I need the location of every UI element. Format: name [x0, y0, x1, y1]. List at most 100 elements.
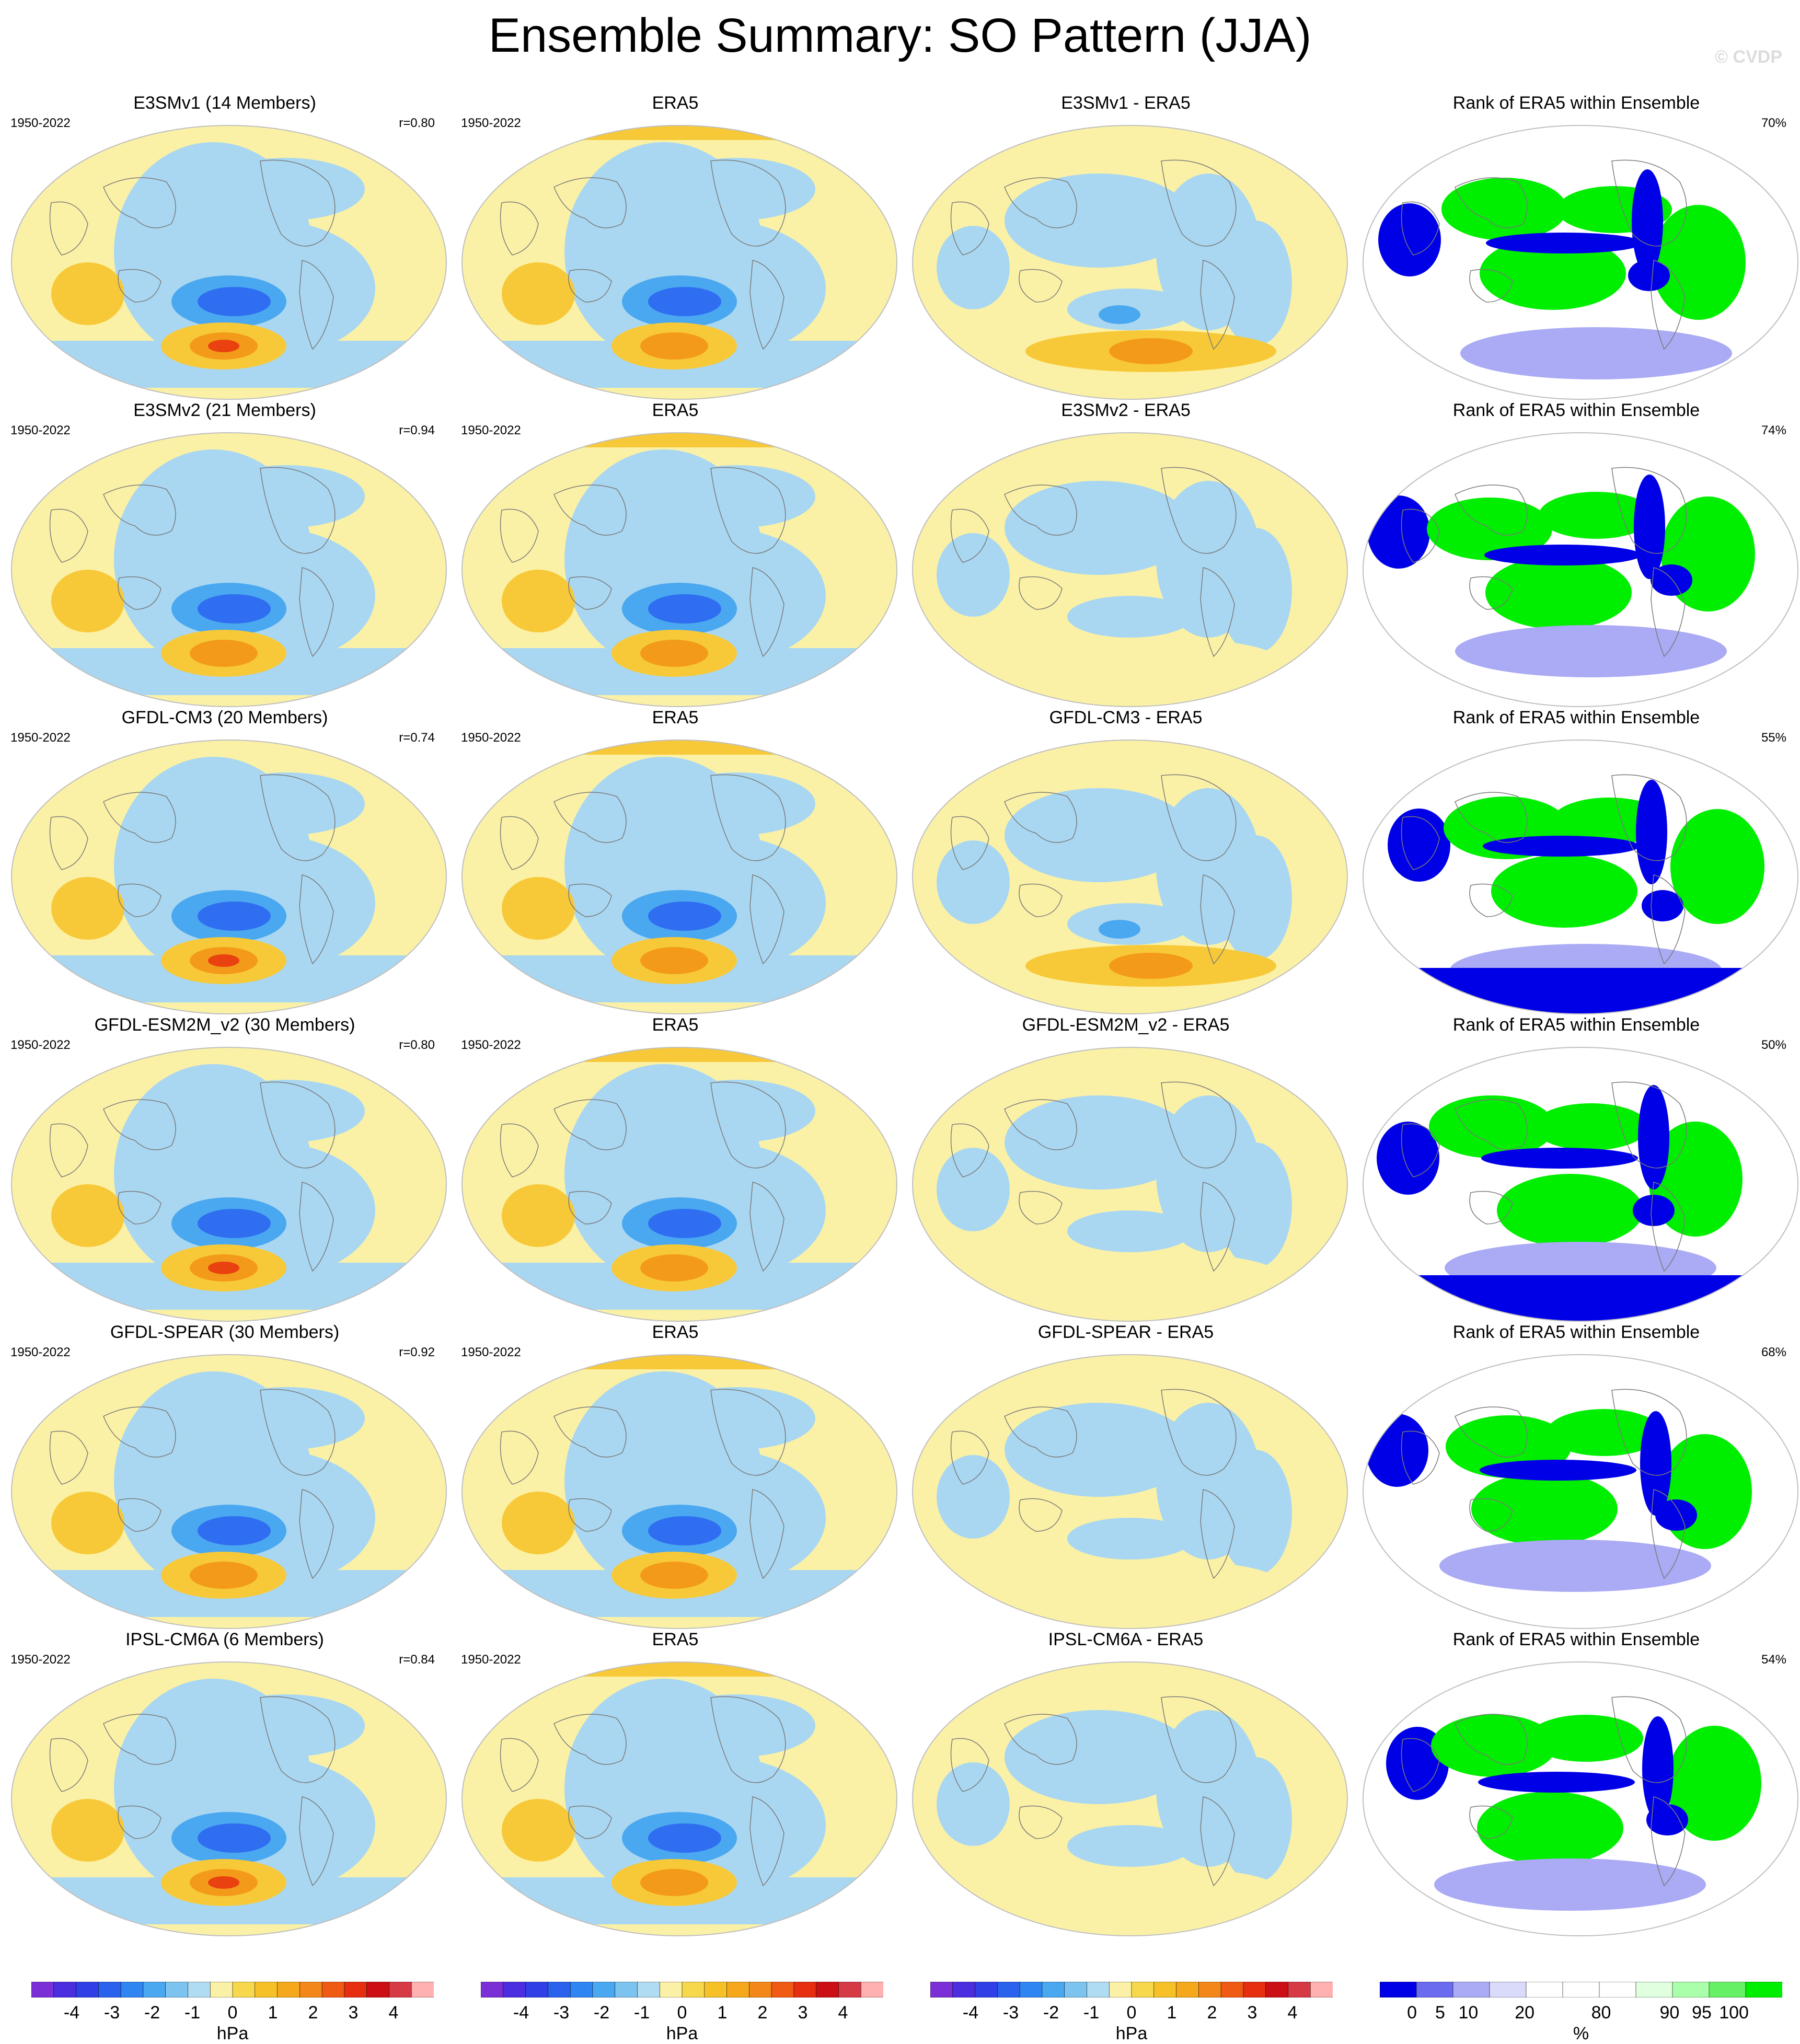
coastline — [1401, 1738, 1440, 1792]
coastline — [710, 1081, 786, 1169]
rank-region — [1628, 260, 1670, 291]
colorbar-swatch — [1599, 1981, 1636, 1998]
contour-region — [1109, 953, 1193, 979]
panel-title: Rank of ERA5 within Ensemble — [1452, 708, 1700, 727]
map-border — [461, 1354, 897, 1629]
period-label: 1950-2022 — [10, 116, 71, 130]
coastline — [1469, 576, 1513, 610]
map-container — [910, 432, 1349, 708]
contour-region — [1067, 596, 1193, 638]
rank-region — [1478, 1772, 1635, 1793]
map-border — [461, 1047, 897, 1322]
coastline — [950, 1430, 989, 1485]
contour-region — [1219, 1450, 1292, 1575]
panel-r1-c1: E3SMv1 (14 Members) 1950-2022 r=0.80 — [0, 92, 449, 400]
map-plot — [461, 1047, 897, 1322]
rank-region — [1367, 495, 1430, 569]
colorbar-swatch — [1672, 1981, 1710, 1998]
map-plot — [11, 1047, 447, 1322]
panel-r6-c1: IPSL-CM6A (6 Members) 1950-2022 r=0.84 — [0, 1629, 449, 1937]
coastline — [1200, 1489, 1235, 1579]
coastline — [749, 1796, 784, 1887]
colorbar-swatch — [1042, 1981, 1065, 1998]
panel-r5-c3: GFDL-SPEAR - ERA5 — [901, 1321, 1351, 1630]
map-container — [910, 739, 1349, 1015]
rank-percent-label: 55% — [1761, 731, 1786, 745]
coastline — [260, 1696, 336, 1783]
colorbar-swatch — [793, 1981, 817, 1998]
panel-r1-c4: Rank of ERA5 within Ensemble 70% — [1352, 92, 1800, 400]
map-plot — [461, 432, 897, 707]
colorbar-tick-label: -3 — [1002, 2003, 1019, 2023]
contour-region — [575, 433, 784, 447]
contour-region — [198, 902, 271, 931]
coastline — [118, 269, 161, 303]
coastline — [568, 883, 612, 917]
coastline — [1004, 177, 1077, 228]
page-title: Ensemble Summary: SO Pattern (JJA) — [488, 9, 1312, 62]
contour-region — [208, 465, 365, 528]
rank-region — [1638, 1085, 1669, 1190]
coastline — [749, 1182, 784, 1272]
rank-region — [1670, 809, 1764, 924]
coastline — [299, 874, 334, 965]
colorbar-swatch — [1379, 1981, 1417, 1998]
coastline — [1161, 1696, 1237, 1783]
coastline — [950, 1123, 989, 1177]
contour-region — [659, 1387, 815, 1450]
map-plot — [1363, 1354, 1798, 1629]
coastline — [1161, 1389, 1237, 1476]
contour-region — [659, 1694, 815, 1757]
rank-region — [1377, 1122, 1439, 1195]
colorbar-swatch — [1109, 1981, 1132, 1998]
coastline — [1611, 159, 1687, 247]
colorbar-tick-label: 5 — [1435, 2003, 1445, 2023]
colorbar-tick-label: 20 — [1515, 2003, 1535, 2023]
panel-r5-c2: ERA5 1950-2022 — [451, 1321, 900, 1630]
coastline — [1611, 1696, 1687, 1783]
rank-region — [1642, 1716, 1674, 1821]
map-plot — [461, 125, 897, 400]
colorbar-tick-label: 80 — [1591, 2003, 1611, 2023]
map-border — [1363, 1661, 1798, 1936]
contour-region — [1005, 1710, 1193, 1804]
contour-region — [51, 570, 124, 632]
period-label: 1950-2022 — [10, 423, 71, 437]
contour-region — [502, 1799, 575, 1862]
map-container — [910, 124, 1349, 400]
coastline — [553, 484, 627, 536]
map-container — [460, 1354, 899, 1630]
coastline — [1455, 1714, 1528, 1765]
coastline — [1455, 1406, 1528, 1458]
map-border — [11, 125, 447, 400]
coastline — [1455, 177, 1528, 228]
map-plot — [1363, 1047, 1798, 1322]
colorbar-swatch — [255, 1981, 278, 1998]
coastline — [1651, 1182, 1686, 1272]
rank-region — [1485, 556, 1632, 629]
coastline — [500, 816, 539, 870]
colorbar-tick-label: 2 — [1207, 2003, 1217, 2023]
contour-region — [640, 1562, 708, 1589]
rank-region — [1481, 1148, 1638, 1169]
panel-r4-c3: GFDL-ESM2M_v2 - ERA5 — [901, 1014, 1351, 1322]
rank-region — [1533, 1103, 1648, 1150]
rank-region — [1441, 178, 1567, 240]
contour-region — [1219, 1757, 1292, 1883]
colorbar-swatch — [704, 1981, 728, 1998]
rank-region — [1539, 492, 1654, 539]
colorbar-swatch — [1153, 1981, 1177, 1998]
correlation-label: r=0.84 — [399, 1653, 435, 1667]
contour-region — [1025, 1867, 1276, 1909]
coastline — [299, 260, 334, 350]
colorbar-swatch — [503, 1981, 526, 1998]
panel-title: IPSL-CM6A - ERA5 — [1048, 1630, 1204, 1649]
coastline — [1651, 260, 1686, 350]
coastline — [710, 1389, 786, 1476]
colorbar-swatch — [366, 1981, 390, 1998]
rank-region — [1642, 890, 1683, 921]
colorbar-unit: hPa — [216, 2024, 249, 2043]
colorbar-swatch — [525, 1981, 549, 1998]
colorbar-swatch — [771, 1981, 794, 1998]
coastline — [1401, 816, 1440, 870]
